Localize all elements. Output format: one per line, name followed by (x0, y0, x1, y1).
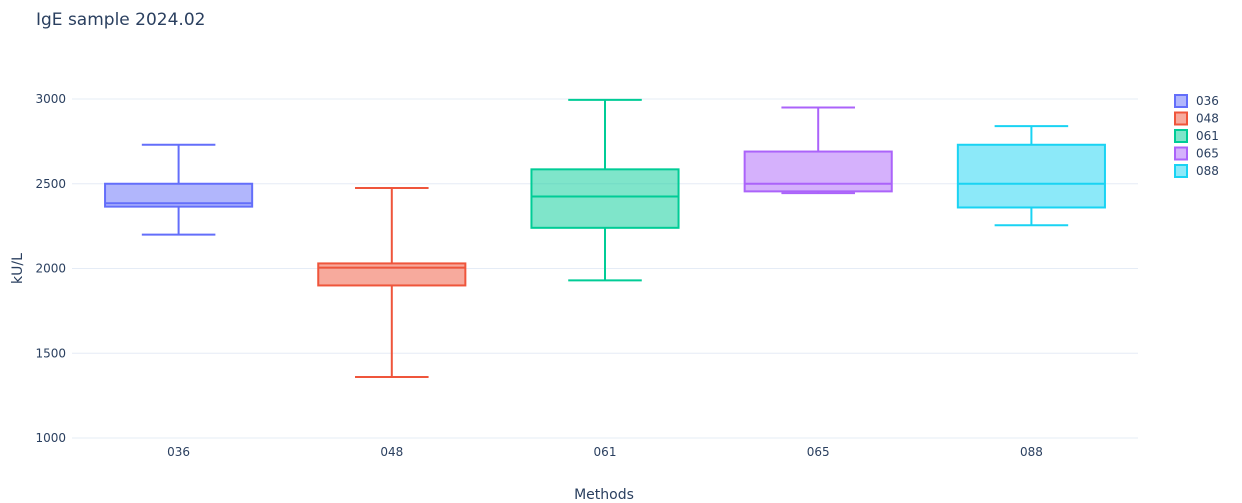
x-tick-label: 088 (1020, 445, 1043, 459)
iqr-box (317, 262, 467, 287)
chart-title: IgE sample 2024.02 (36, 10, 205, 30)
y-tick-label: 1500 (35, 346, 66, 360)
iqr-box (530, 168, 680, 229)
legend-item-061[interactable]: 061 (1174, 129, 1219, 143)
x-axis-title: Methods (574, 487, 634, 503)
legend-item-048[interactable]: 048 (1174, 111, 1219, 126)
legend-label: 065 (1196, 147, 1219, 161)
legend-swatch (1174, 146, 1188, 161)
legend-swatch (1174, 111, 1188, 126)
box-088[interactable] (956, 125, 1106, 227)
y-tick-label: 1000 (35, 431, 66, 445)
box-065[interactable] (743, 106, 893, 195)
y-tick-label: 3000 (35, 92, 66, 106)
legend-item-088[interactable]: 088 (1174, 164, 1219, 178)
legend-label: 088 (1196, 164, 1219, 178)
y-tick-label: 2500 (35, 177, 66, 191)
legend-label: 048 (1196, 112, 1219, 126)
y-tick-label: 2000 (35, 262, 66, 276)
iqr-box (104, 182, 254, 208)
legend-label: 061 (1196, 129, 1219, 143)
y-axis-title: kU/L (10, 253, 26, 284)
x-tick-label: 061 (594, 445, 617, 459)
legend-item-065[interactable]: 065 (1174, 146, 1219, 161)
x-tick-label: 036 (167, 445, 190, 459)
x-tick-label: 065 (807, 445, 830, 459)
box-048[interactable] (317, 186, 467, 378)
legend-label: 036 (1196, 94, 1219, 108)
y-axis-ticks: 1000 1500 2000 2500 3000 (35, 92, 66, 445)
legend-swatch (1174, 129, 1188, 143)
legend-swatch (1174, 164, 1188, 178)
legend-item-036[interactable]: 036 (1174, 94, 1219, 108)
legend-swatch (1174, 94, 1188, 108)
box-061[interactable] (530, 98, 680, 282)
box-036[interactable] (104, 143, 254, 236)
boxes[interactable] (104, 98, 1106, 378)
iqr-box (956, 143, 1106, 209)
legend[interactable]: 036 048 061 065 088 (1174, 94, 1219, 178)
x-axis-ticks: 036 048 061 065 088 (167, 445, 1043, 459)
iqr-box (743, 150, 893, 193)
x-tick-label: 048 (380, 445, 403, 459)
